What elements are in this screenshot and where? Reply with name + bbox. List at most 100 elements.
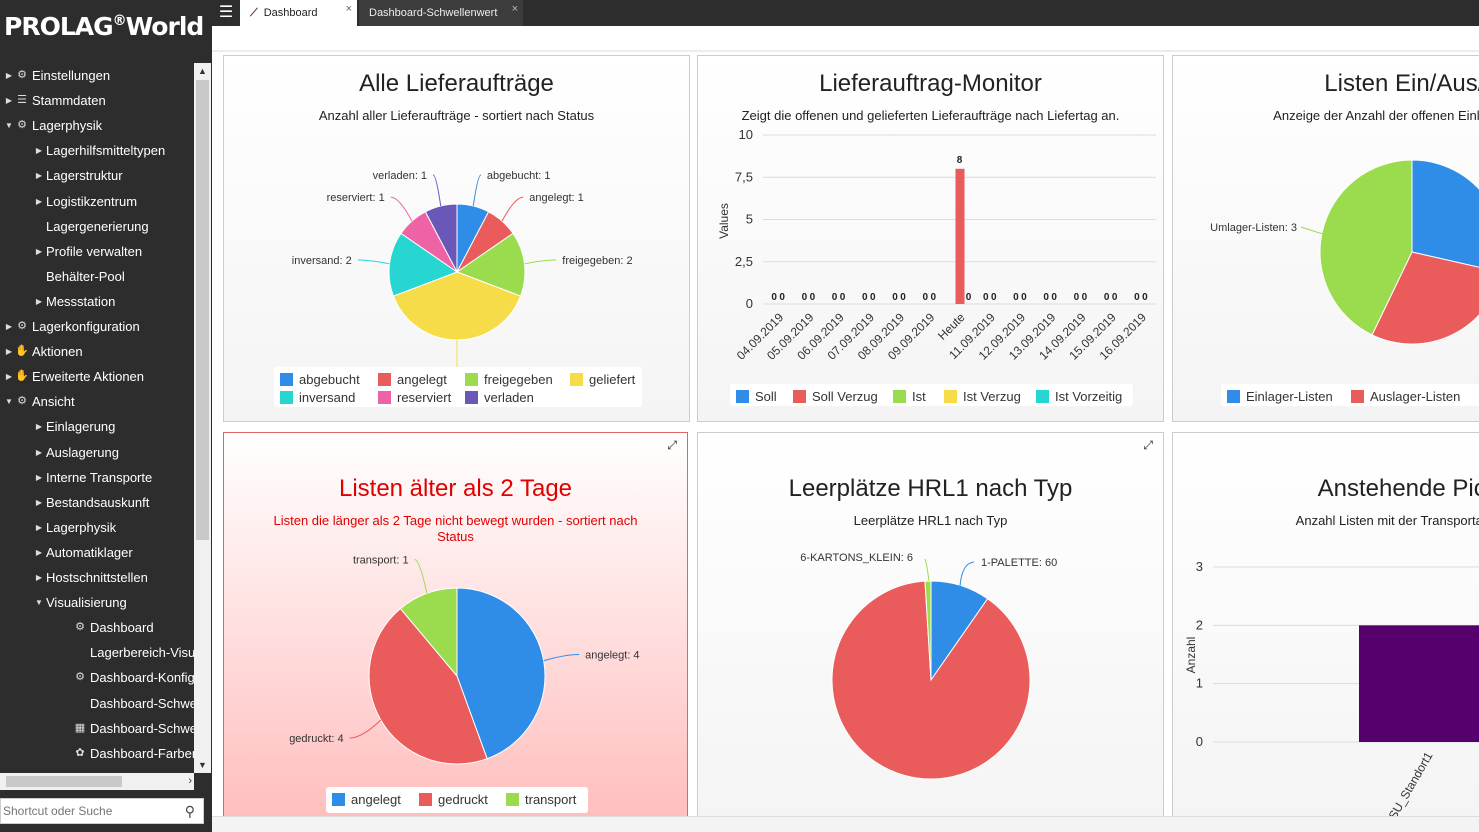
pie-slice-auslager-listen	[1371, 251, 1479, 345]
sidebar-item-automatiklager[interactable]: ▶ Automatiklager	[34, 540, 133, 565]
sidebar-item-lagerphysik[interactable]: ▶ Lagerphysik	[34, 515, 116, 540]
y-tick-label: 3	[1196, 559, 1203, 574]
hamburger-menu-icon[interactable]: ☰	[218, 4, 234, 21]
close-icon[interactable]: ×	[345, 3, 352, 15]
sidebar-item-aktionen[interactable]: ▶ ✋ Aktionen	[4, 339, 83, 364]
caret-right-icon[interactable]: ▶	[5, 322, 13, 331]
legend-item[interactable]: gedruckt	[419, 790, 488, 808]
legend-item[interactable]: angelegt	[378, 370, 447, 388]
caret-right-icon[interactable]: ▶	[35, 447, 43, 457]
legend-item[interactable]: Auslager-Listen	[1351, 387, 1460, 405]
caret-right-icon[interactable]: ▶	[35, 196, 43, 206]
hand-icon: ✋	[15, 345, 29, 358]
sidebar-item-logistikzentrum[interactable]: ▶ Logistikzentrum	[34, 189, 137, 214]
caret-down-icon[interactable]: ▼	[5, 397, 13, 407]
data-label: 0	[1043, 292, 1049, 303]
caret-right-icon[interactable]: ▶	[5, 96, 13, 106]
legend-item[interactable]: inversand	[280, 388, 355, 406]
caret-right-icon[interactable]: ▶	[35, 422, 43, 432]
caret-down-icon[interactable]: ▼	[35, 598, 43, 608]
search-input[interactable]	[1, 799, 177, 823]
sidebar-item-einstellungen[interactable]: ▶ ⚙ Einstellungen	[4, 63, 110, 88]
sidebar-item-erweiterte-aktionen[interactable]: ▶ ✋ Erweiterte Aktionen	[4, 364, 144, 389]
scroll-thumb[interactable]	[6, 776, 122, 787]
sidebar-item-behälter-pool[interactable]: Behälter-Pool	[34, 264, 125, 289]
shortcut-search[interactable]: ⚲	[0, 798, 204, 824]
caret-right-icon[interactable]: ▶	[35, 573, 43, 582]
sidebar-item-auslagerung[interactable]: ▶ Auslagerung	[34, 440, 119, 465]
sidebar-item-ansicht[interactable]: ▼ ⚙ Ansicht	[4, 389, 75, 414]
legend-item[interactable]: Ist Verzug	[944, 387, 1021, 405]
legend-item[interactable]: freigegeben	[465, 370, 553, 388]
data-label: 0	[1104, 292, 1110, 303]
scroll-thumb[interactable]	[196, 80, 209, 540]
scroll-right-icon[interactable]: ›	[188, 775, 192, 787]
legend-swatch	[1036, 389, 1049, 403]
sidebar-horizontal-scrollbar[interactable]: ›	[0, 773, 194, 790]
data-label: 0	[802, 292, 808, 303]
caret-down-icon[interactable]: ▼	[5, 121, 13, 131]
caret-right-icon[interactable]: ▶	[35, 146, 43, 156]
legend-item[interactable]: abgebucht	[280, 370, 360, 388]
sidebar-item-interne-transporte[interactable]: ▶ Interne Transporte	[34, 465, 152, 490]
sidebar-item-dashboard-farben[interactable]: ✿ Dashboard-Farben	[62, 741, 194, 766]
sidebar-item-messstation[interactable]: ▶ Messstation	[34, 289, 115, 314]
sidebar-item-label: Einlagerung	[46, 419, 116, 435]
sidebar-vertical-scrollbar[interactable]: ▲ ▼	[194, 63, 211, 773]
data-label: 0	[892, 292, 898, 303]
sidebar-item-label: Profile verwalten	[46, 243, 143, 259]
legend-label: angelegt	[351, 791, 401, 807]
sidebar-item-lagerkonfiguration[interactable]: ▶ ⚙ Lagerkonfiguration	[4, 314, 140, 339]
legend-item[interactable]: Soll Verzug	[793, 387, 878, 405]
legend-item[interactable]: transport	[506, 790, 576, 808]
caret-right-icon[interactable]: ▶	[35, 296, 43, 306]
scroll-down-icon[interactable]: ▼	[198, 760, 207, 770]
legend-item[interactable]: Soll	[736, 387, 777, 405]
sidebar-item-visualisierung[interactable]: ▼ Visualisierung	[34, 590, 127, 615]
scroll-up-icon[interactable]: ▲	[198, 66, 207, 76]
caret-right-icon[interactable]: ▶	[35, 497, 43, 507]
sidebar-item-dashboard-konfiguration[interactable]: ⚙ Dashboard-Konfiguration	[62, 665, 194, 690]
sidebar-item-bestandsauskunft[interactable]: ▶ Bestandsauskunft	[34, 490, 149, 515]
expand-icon[interactable]: ⤢	[1143, 438, 1153, 452]
caret-right-icon[interactable]: ▶	[35, 171, 43, 181]
caret-right-icon[interactable]: ▶	[35, 472, 43, 482]
sidebar-item-lagerhilfsmitteltypen[interactable]: ▶ Lagerhilfsmitteltypen	[34, 138, 165, 163]
caret-right-icon[interactable]: ▶	[35, 246, 43, 256]
card-subtitle: Leerplätze HRL1 nach Typ	[853, 513, 1008, 528]
sidebar-item-profile-verwalten[interactable]: ▶ Profile verwalten	[34, 239, 142, 264]
legend-item[interactable]: verladen	[465, 388, 534, 406]
sidebar: PROLAG®World ▶ ⚙ Einstellungen ▶ ☰ Stammdaten…	[0, 0, 212, 832]
close-icon[interactable]: ×	[511, 3, 518, 15]
sidebar-item-dashboard[interactable]: ⚙ Dashboard	[62, 615, 154, 640]
gear-icon: ⚙	[17, 320, 27, 332]
sidebar-item-dashboard-schwellenwert[interactable]: ▦ Dashboard-Schwellenwert	[62, 716, 194, 741]
legend-item[interactable]: Einlager-Listen	[1227, 387, 1333, 405]
sidebar-item-stammdaten[interactable]: ▶ ☰ Stammdaten	[4, 88, 106, 113]
tab-dashboard[interactable]: ⟋ Dashboard ×	[240, 0, 357, 26]
caret-right-icon[interactable]: ▶	[35, 522, 43, 532]
sidebar-item-einlagerung[interactable]: ▶ Einlagerung	[34, 414, 115, 439]
legend-item[interactable]: angelegt	[332, 790, 401, 808]
caret-right-icon[interactable]: ▶	[35, 547, 43, 557]
sidebar-item-lagerphysik[interactable]: ▼ ⚙ Lagerphysik	[4, 113, 102, 138]
expand-icon[interactable]: ⤢	[667, 438, 677, 452]
sidebar-item-lagerstruktur[interactable]: ▶ Lagerstruktur	[34, 163, 123, 188]
legend-item[interactable]: Ist Vorzeitig	[1036, 387, 1122, 405]
legend-item[interactable]: Ist	[893, 387, 926, 405]
sidebar-item-lagerbereich-visualisierung[interactable]: Lagerbereich-Visualisierung	[62, 640, 194, 665]
caret-right-icon[interactable]: ▶	[5, 347, 13, 357]
legend-swatch	[736, 389, 749, 403]
sidebar-item-dashboard-schwellenwert[interactable]: Dashboard-Schwellenwert	[62, 691, 194, 716]
search-icon[interactable]: ⚲	[184, 803, 195, 819]
legend-label: abgebucht	[299, 371, 360, 387]
legend-item[interactable]: reserviert	[378, 388, 451, 406]
sidebar-item-lagergenerierung[interactable]: Lagergenerierung	[34, 214, 149, 239]
sidebar-item-hostschnittstellen[interactable]: ▶ Hostschnittstellen	[34, 565, 148, 590]
caret-right-icon[interactable]: ▶	[5, 372, 13, 382]
tab-dashboard-schwellenwert[interactable]: Dashboard-Schwellenwert ×	[359, 0, 523, 26]
legend-item[interactable]: geliefert	[570, 370, 635, 388]
sidebar-item-label: Dashboard-Farben	[90, 745, 194, 761]
caret-right-icon[interactable]: ▶	[5, 71, 13, 80]
sidebar-item-label: Dashboard-Schwellenwert	[90, 695, 194, 711]
